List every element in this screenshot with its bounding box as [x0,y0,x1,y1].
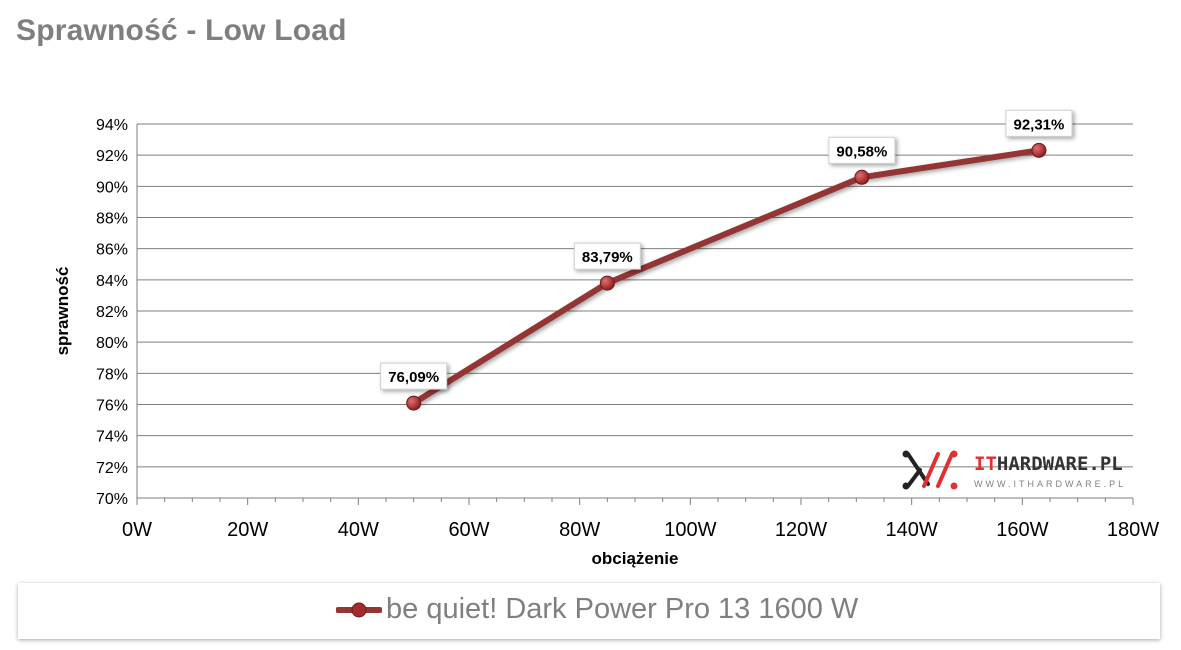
x-tick-label: 100W [664,519,716,541]
data-label: 76,09% [388,369,439,386]
legend-swatch [336,602,382,618]
y-axis-label: sprawność [53,267,72,356]
y-tick-label: 74% [96,429,128,446]
y-tick-label: 70% [96,491,128,508]
y-tick-label: 72% [96,460,128,477]
axes [136,124,1134,505]
y-tick-labels: 70% 72% 74% 76% 78% 80% 82% 84% 86% 88% 90% 92% 94% [96,117,128,508]
data-label: 90,58% [836,143,887,160]
series-line [410,147,1042,407]
data-label-box [573,242,641,270]
logo-x-icon [902,450,958,490]
data-label: 92,31% [1013,116,1064,133]
logo-wordmark: ITHARDWARE.PL [974,453,1123,475]
gridlines [137,123,1133,468]
data-labels: 76,09% 83,79% 90,58% 92,31% [380,109,1073,390]
y-tick-label: 76% [96,398,128,415]
page-title: Sprawność - Low Load [16,14,347,47]
x-tick-label: 40W [338,519,379,541]
ithardware-logo: ITHARDWARE.PL WWW.ITHARDWARE.PL [898,446,1138,494]
data-label: 83,79% [582,249,633,266]
y-tick-label: 90% [96,179,128,196]
data-point [406,395,422,411]
x-axis-label: obciążenie [592,549,679,568]
legend: be quiet! Dark Power Pro 13 1600 W [18,583,1160,639]
y-tick-label: 82% [96,304,128,321]
data-point [854,169,870,185]
y-tick-label: 80% [96,335,128,352]
y-tick-label: 84% [96,273,128,290]
x-tick-label: 20W [227,519,268,541]
x-tick-labels: 0W 20W 40W 60W 80W 100W 120W 140W 160W 180W [122,519,1159,541]
y-tick-label: 88% [96,211,128,228]
data-label-box [380,362,448,390]
x-tick-label: 160W [996,519,1048,541]
x-tick-label: 80W [559,519,600,541]
x-tick-label: 60W [448,519,489,541]
y-tick-label: 94% [96,117,128,134]
x-tick-label: 180W [1107,519,1159,541]
data-label-box [1005,109,1073,137]
y-tick-label: 92% [96,148,128,165]
x-tick-label: 140W [886,519,938,541]
series-line [406,142,1047,411]
logo-url: WWW.ITHARDWARE.PL [974,479,1127,489]
data-point [599,275,615,291]
legend-entry: be quiet! Dark Power Pro 13 1600 W [386,593,859,625]
x-tick-label: 0W [122,519,152,541]
y-tick-label: 78% [96,366,128,383]
x-tick-label: 120W [775,519,827,541]
y-tick-label: 86% [96,242,128,259]
data-label-box [828,136,896,164]
data-point [1031,142,1047,158]
